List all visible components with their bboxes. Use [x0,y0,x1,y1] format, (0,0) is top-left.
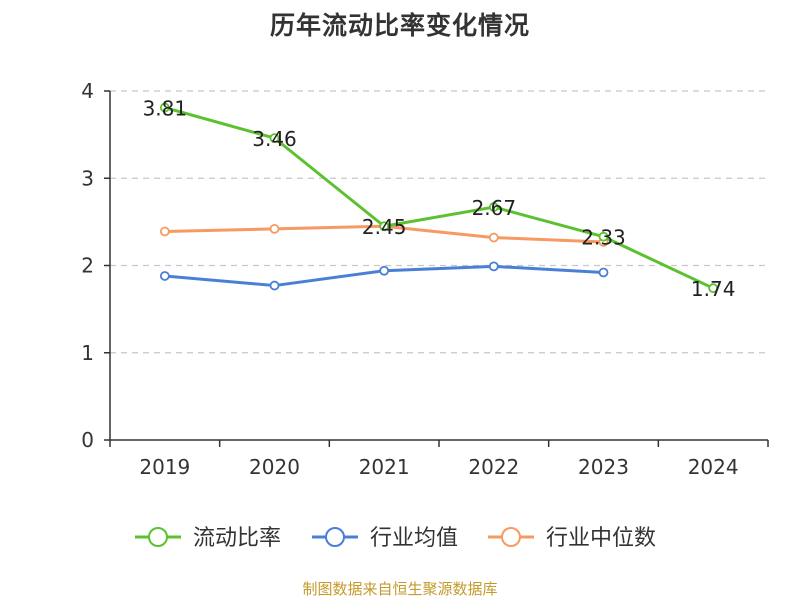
series-line [164,106,714,290]
x-tick-label: 2022 [468,455,519,479]
data-point [269,223,280,234]
data-point [708,283,719,294]
data-label: 3.46 [252,127,297,151]
data-point [488,202,499,212]
data-point [159,226,170,237]
data-point [379,265,390,276]
data-point [488,261,499,272]
legend-marker [501,527,521,547]
data-label: 2.45 [362,215,407,239]
data-point [598,267,609,278]
data-point [598,231,609,242]
data-point [488,232,499,243]
data-point [379,221,390,232]
data-label: 3.81 [143,97,188,121]
legend-marker [148,527,168,547]
chart-title: 历年流动比率变化情况 [269,11,530,40]
y-tick-label: 1 [81,341,94,365]
y-tick-label: 4 [81,79,94,103]
x-tick-label: 2020 [249,455,300,479]
legend-marker [325,527,345,547]
x-tick-label: 2019 [139,455,190,479]
data-point [269,133,280,144]
legend-label: 行业中位数 [546,526,656,551]
legend-label: 行业均值 [370,526,458,551]
x-tick-label: 2023 [578,455,629,479]
x-tick-label: 2024 [688,455,739,479]
data-point [159,271,170,281]
source-note: 制图数据来自恒生聚源数据库 [302,580,498,598]
data-label: 2.33 [581,226,626,250]
legend-label: 流动比率 [193,526,281,551]
y-tick-label: 0 [81,428,94,452]
data-label: 2.67 [472,196,517,220]
data-point [159,102,170,113]
y-tick-label: 3 [81,166,94,190]
y-tick-label: 2 [81,254,94,278]
data-point [269,280,280,291]
x-tick-label: 2021 [359,455,410,479]
data-label: 1.74 [691,277,736,301]
